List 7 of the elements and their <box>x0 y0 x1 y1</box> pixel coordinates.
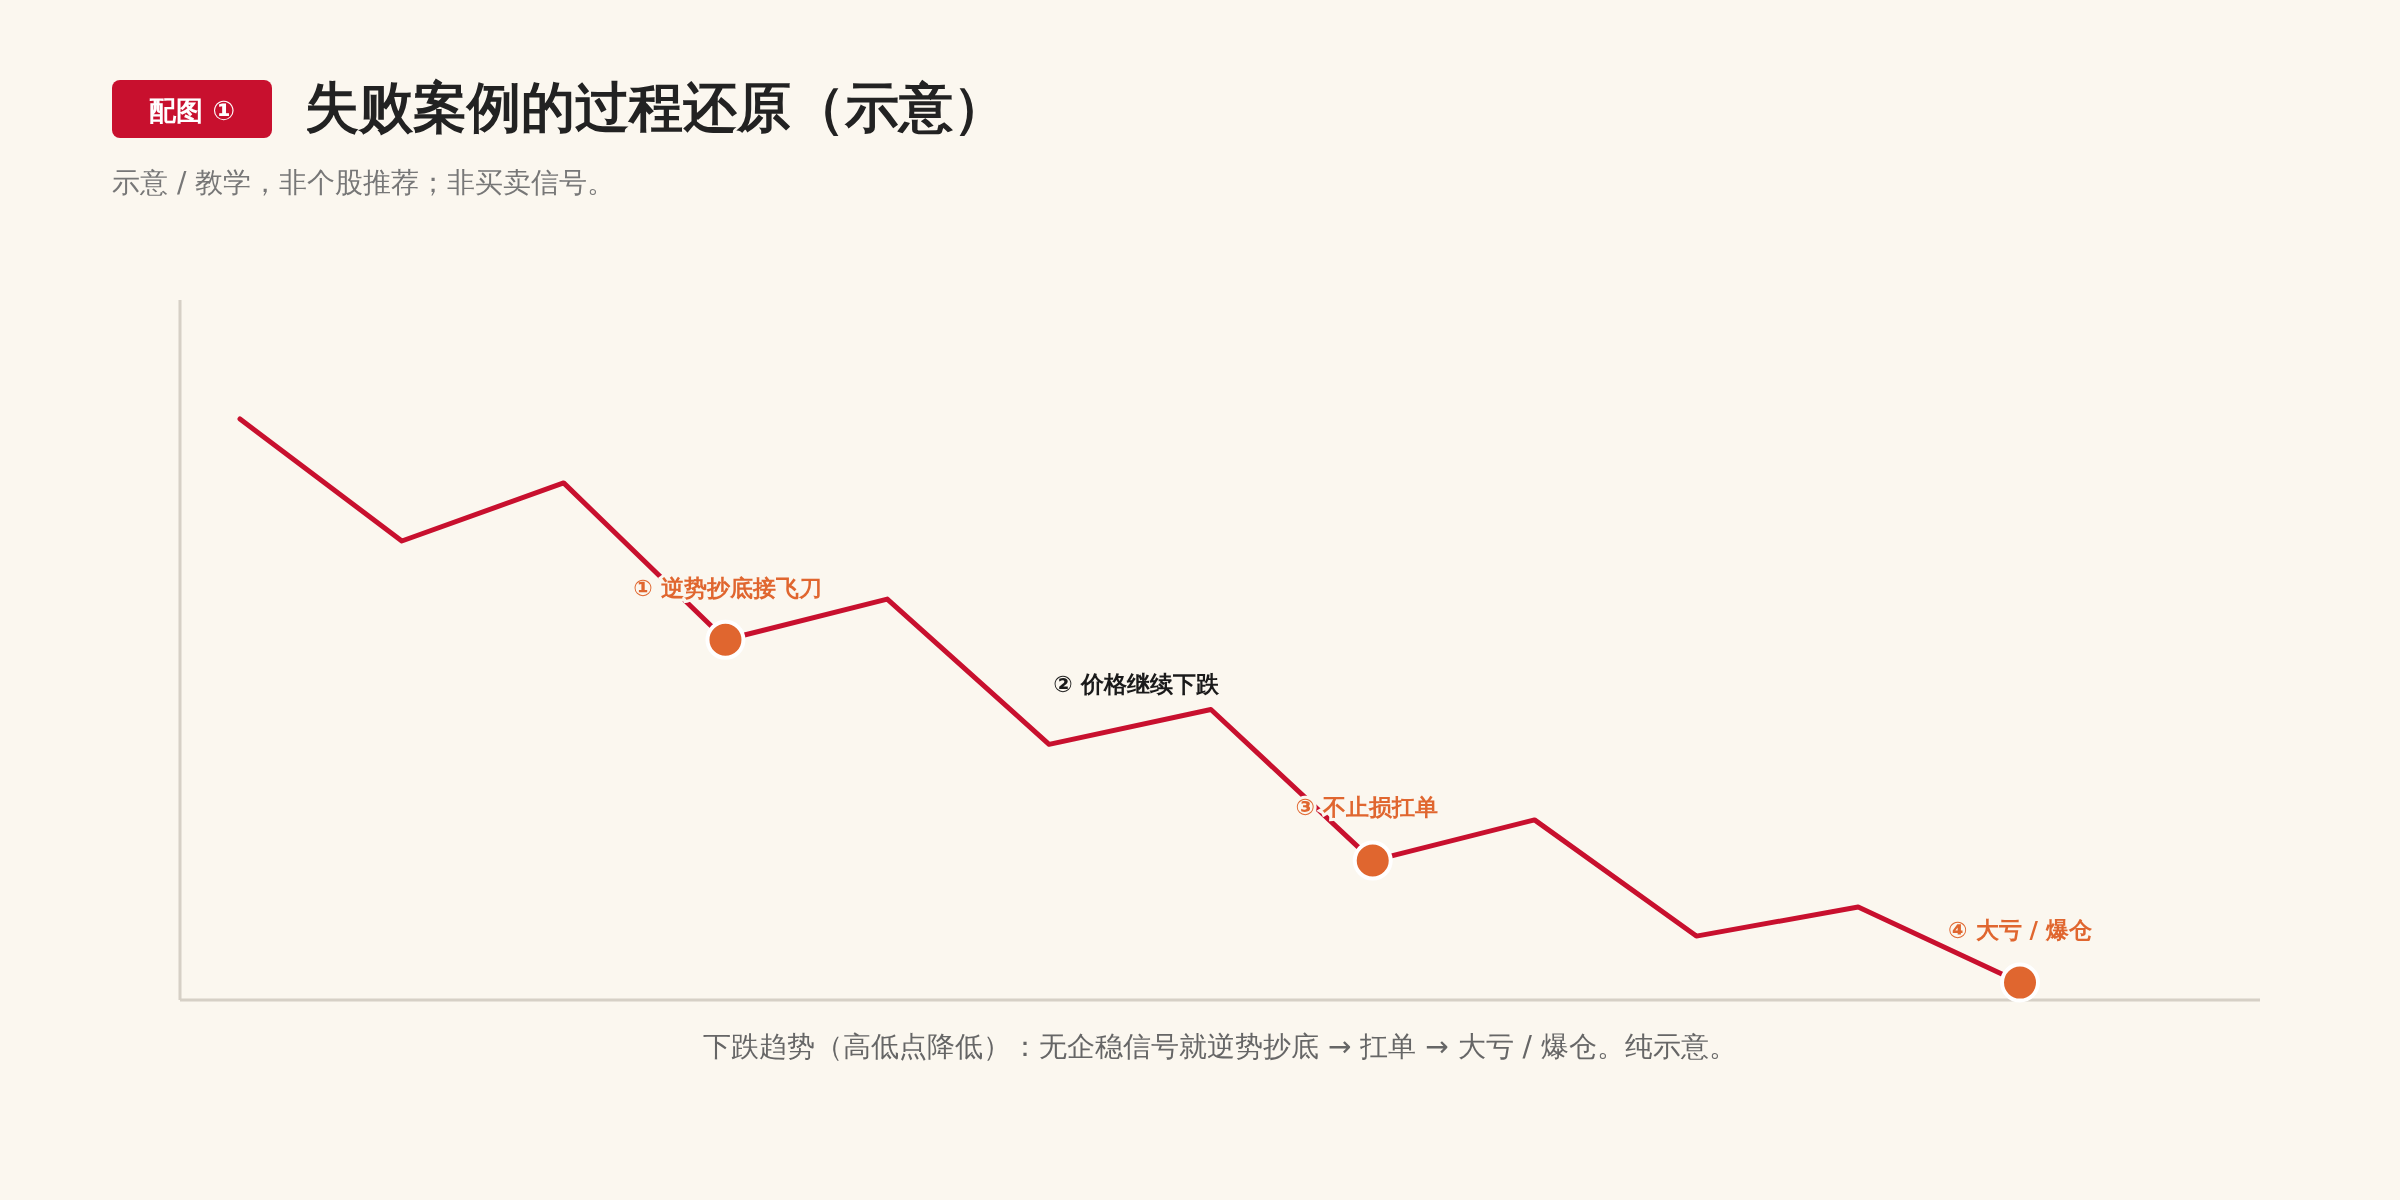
annotation: ④ 大亏 / 爆仓 <box>1948 916 2093 943</box>
annotation: ③ 不止损扛单 <box>1295 793 1438 820</box>
chart-subtitle: 示意 / 教学，非个股推荐；非买卖信号。 <box>112 166 616 199</box>
x-axis-title: 下跌趋势（高低点降低）：无企稳信号就逆势抄底 → 扛单 → 大亏 / 爆仓。纯示意。 <box>703 1030 1737 1063</box>
chart-title: 失败案例的过程还原（示意） <box>305 76 1007 139</box>
badge: 配图 ① <box>112 80 272 138</box>
annotation: ② 价格继续下跌 <box>1053 670 1220 697</box>
